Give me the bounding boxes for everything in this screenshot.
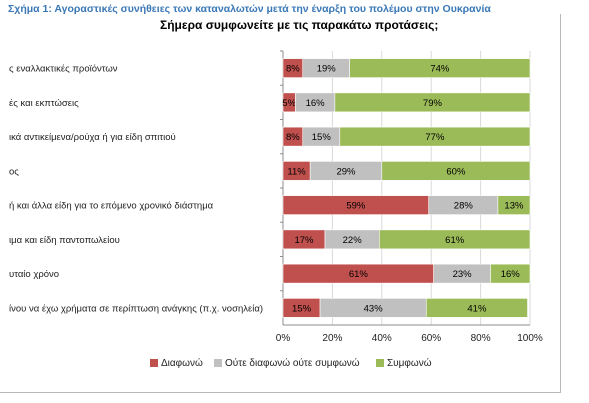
legend-label-neutral: Ούτε διαφωνώ ούτε συμφωνώ — [225, 358, 360, 369]
data-label: 79% — [423, 98, 443, 109]
x-tick-label: 100% — [517, 333, 543, 344]
legend: Διαφωνώ Ούτε διαφωνώ ούτε συμφωνώ Συμφων… — [150, 358, 450, 372]
data-label: 77% — [425, 132, 445, 143]
data-label: 13% — [504, 201, 524, 212]
data-label: 61% — [445, 235, 465, 246]
category-label: ς εναλλακτικές προϊόντων — [9, 64, 118, 75]
data-label: 61% — [349, 269, 369, 280]
x-tick-label: 20% — [322, 333, 342, 344]
chart-title: Σήμερα συμφωνείτε με τις παρακάτω προτάσ… — [160, 18, 439, 32]
legend-item-agree: Συμφωνώ — [376, 358, 432, 369]
data-label: 28% — [454, 201, 474, 212]
data-label: 8% — [286, 132, 300, 143]
category-label: ίνου να έχω χρήματα σε περίπτωση ανάγκης… — [9, 303, 263, 314]
bar-segment-agree — [425, 298, 528, 318]
bar-segment-agree — [497, 195, 531, 215]
legend-item-disagree: Διαφωνώ — [150, 358, 203, 369]
data-label: 8% — [286, 64, 300, 75]
legend-swatch-disagree — [150, 359, 158, 367]
legend-swatch-neutral — [214, 359, 222, 367]
bar-segment-agree — [339, 126, 531, 147]
bar-segment-agree — [490, 263, 531, 284]
legend-label-agree: Συμφωνώ — [387, 358, 432, 369]
legend-item-neutral: Ούτε διαφωνώ ούτε συμφωνώ — [214, 358, 360, 369]
x-tick-label: 0% — [276, 333, 291, 344]
legend-swatch-agree — [376, 359, 384, 367]
data-label: 16% — [306, 98, 326, 109]
category-label: υταίο χρόνο — [9, 269, 59, 280]
data-label: 19% — [317, 64, 337, 75]
data-label: 41% — [467, 303, 487, 314]
data-label: 43% — [364, 303, 384, 314]
category-label: ικά αντικείμενα/ρούχα ή για είδη σπιτιού — [9, 132, 176, 143]
data-label: 15% — [312, 132, 332, 143]
bar-segment-agree — [349, 58, 531, 78]
category-label: ιμα και είδη παντοπωλείου — [9, 235, 120, 246]
category-label: ος — [9, 166, 19, 177]
x-tick-label: 60% — [421, 333, 441, 344]
x-tick-label: 40% — [372, 333, 392, 344]
data-label: 22% — [343, 235, 363, 246]
category-label: ή και άλλα είδη για το επόμενο χρονικό δ… — [9, 201, 214, 212]
category-label: ές και εκπτώσεις — [9, 98, 79, 109]
x-tick-label: 80% — [471, 333, 491, 344]
bar-segment-agree — [379, 229, 531, 250]
data-label: 29% — [336, 166, 356, 177]
data-label: 11% — [287, 166, 306, 177]
data-label: 60% — [446, 166, 466, 177]
bar-segment-agree — [381, 161, 531, 181]
data-label: 5% — [282, 98, 296, 109]
bar-segment-agree — [334, 92, 531, 113]
data-label: 15% — [292, 303, 312, 314]
data-label: 16% — [501, 269, 521, 280]
data-label: 74% — [430, 64, 450, 75]
data-label: 17% — [294, 235, 314, 246]
figure-caption: Σχήμα 1: Αγοραστικές συνήθειες των καταν… — [8, 3, 491, 15]
data-label: 23% — [453, 269, 473, 280]
legend-label-disagree: Διαφωνώ — [161, 358, 203, 369]
data-label: 59% — [346, 201, 366, 212]
